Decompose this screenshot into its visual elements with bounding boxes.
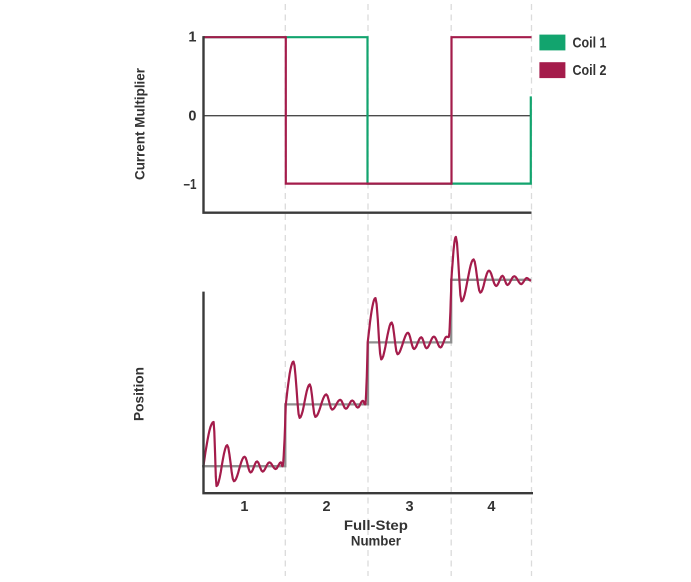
svg-text:2: 2: [323, 499, 331, 515]
svg-text:Coil 2: Coil 2: [573, 62, 607, 79]
svg-text:Full-Step: Full-Step: [344, 518, 408, 533]
svg-text:3: 3: [406, 499, 414, 515]
svg-text:Number: Number: [351, 534, 402, 549]
svg-text:0: 0: [188, 109, 196, 125]
svg-text:Coil 1: Coil 1: [573, 35, 607, 52]
svg-text:–1: –1: [184, 177, 197, 193]
svg-text:4: 4: [487, 499, 495, 515]
svg-text:1: 1: [240, 499, 248, 515]
svg-text:Position: Position: [131, 367, 147, 421]
svg-text:1: 1: [188, 29, 196, 45]
svg-text:Current Multiplier: Current Multiplier: [132, 67, 148, 180]
